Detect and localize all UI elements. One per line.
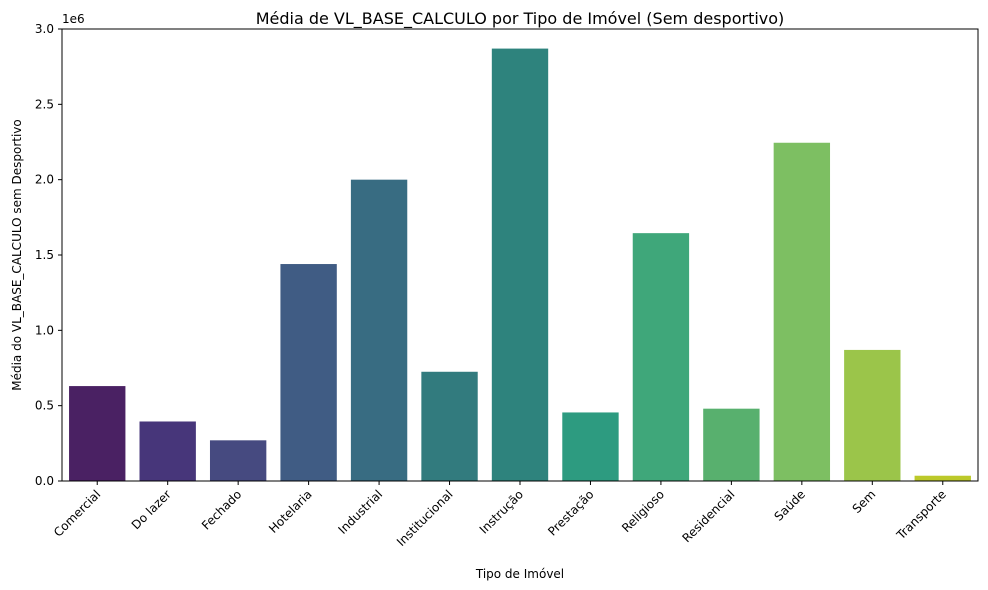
bar-comercial [69,386,126,481]
bar-hotelaria [280,264,337,481]
y-tick-label: 0.0 [35,474,54,488]
x-tick-label: Fechado [199,487,244,532]
bar-industrial [350,179,408,482]
y-tick-label: 1.5 [35,248,54,262]
y-tick-label: 0.5 [35,399,54,413]
y-axis-offset-label: 1e6 [62,12,85,26]
y-tick-label: 2.0 [35,173,54,187]
y-axis-label: Média do VL_BASE_CALCULO sem Desportivo [10,119,24,391]
x-tick-label: Do lazer [129,487,174,532]
x-tick-label: Prestação [545,487,596,538]
y-tick-label: 3.0 [35,22,54,36]
x-axis-ticks: Comercial Do lazer Fechado Hotelaria Industr… [51,481,949,549]
bar-residencial [703,408,760,481]
y-tick-label: 2.5 [35,97,54,111]
x-tick-label: Comercial [51,487,103,539]
bar-religioso [632,233,690,481]
x-tick-label: Saúde [771,487,807,523]
x-tick-label: Instrução [477,487,526,536]
x-axis-label: Tipo de Imóvel [475,567,564,581]
bar-saúde [773,142,831,481]
bars-group [69,48,971,482]
bar-do-lazer [139,421,196,481]
bar-prestação [562,412,619,481]
chart-title: Média de VL_BASE_CALCULO por Tipo de Imó… [256,9,785,29]
x-tick-label: Institucional [394,487,456,549]
y-axis-ticks: 0.0 0.5 1.0 1.5 2.0 2.5 3.0 [35,22,62,488]
x-tick-label: Religioso [619,487,667,535]
plot-frame [61,28,979,482]
bar-transporte [914,475,971,481]
bar-fechado [209,440,267,481]
bar-instrução [491,48,549,482]
y-tick-label: 1.0 [35,323,54,337]
x-tick-label: Hotelaria [266,487,315,536]
bar-institucional [421,371,478,481]
bar-sem [844,349,901,481]
x-tick-label: Residencial [680,487,738,545]
x-tick-label: Industrial [336,487,386,537]
x-tick-label: Sem [850,487,879,516]
x-tick-label: Transporte [893,487,949,543]
